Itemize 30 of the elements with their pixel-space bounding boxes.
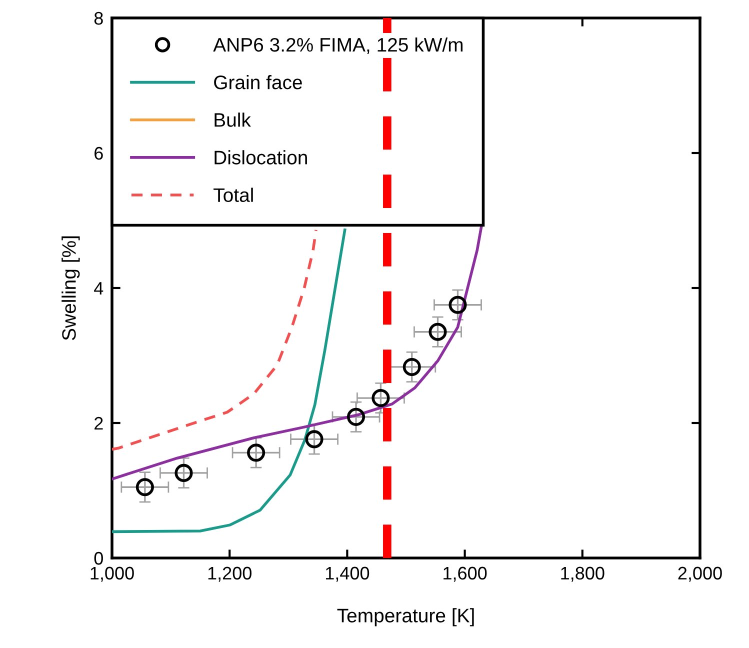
legend-label: Bulk [214,112,251,127]
point [428,322,447,341]
point [247,444,266,462]
x-tick-label: 2,000 [678,566,722,582]
x-tick-label: 1,000 [90,566,134,582]
point [372,388,390,408]
line-series [112,226,483,480]
y-tick-label: 6 [94,146,103,160]
point [346,408,366,426]
x-tick-label: 1,400 [326,566,370,582]
point [136,478,154,496]
y-tick-label: 8 [94,12,103,25]
x-tick-label: 1,600 [444,566,487,582]
point [305,430,324,448]
x-tick-label: 1,800 [561,566,604,582]
x-tick-label: 1,200 [208,566,252,582]
y-tick-label: 0 [94,552,103,565]
legend-label: ANP6 3.2% FIMA, 125 kW/m [213,37,463,54]
y-tick-label: 4 [94,282,104,295]
point [402,358,421,376]
legend-label: Grain face [214,75,302,90]
legend-label: Total [214,188,253,202]
point [174,464,193,482]
line-series [112,228,318,451]
legend-label: Dislocation [214,150,307,164]
y-tick-label: 2 [94,416,103,430]
point [448,296,467,314]
line-series [112,228,346,534]
y-axis-title: Swelling [%] [62,236,80,340]
x-axis-title: Temperature [K] [337,608,474,626]
